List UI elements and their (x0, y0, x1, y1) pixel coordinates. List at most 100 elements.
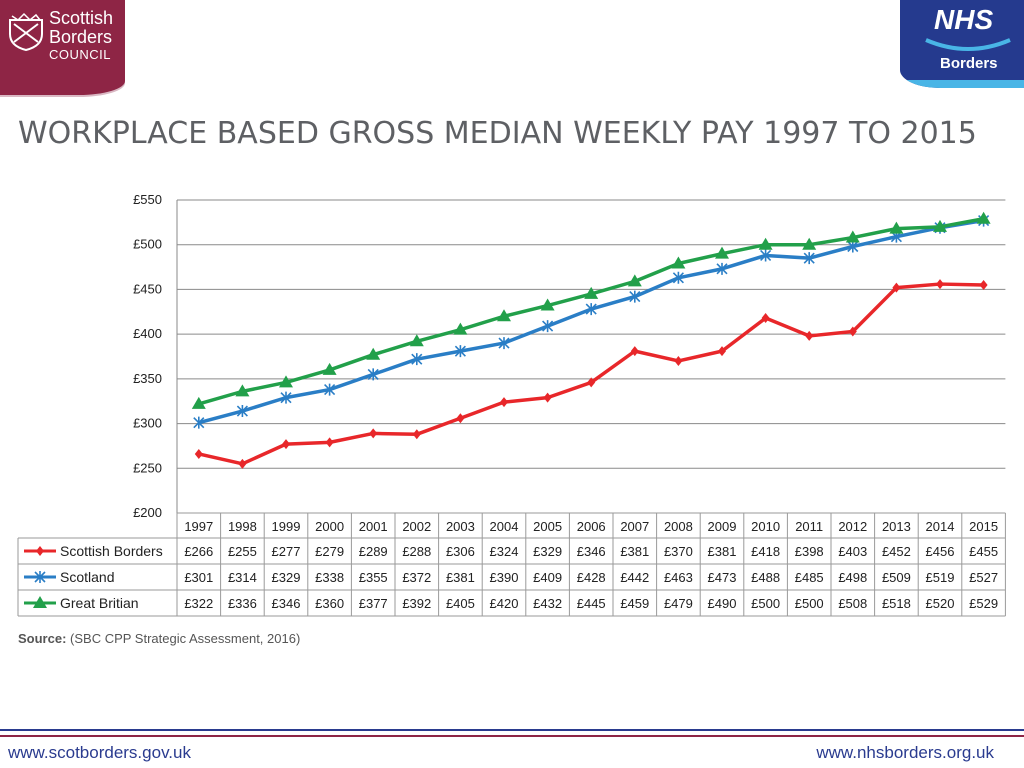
data-label: £488 (751, 570, 780, 585)
data-label: £420 (490, 596, 519, 611)
data-point (453, 322, 468, 335)
data-label: £456 (926, 544, 955, 559)
scotborders-link[interactable]: www.scotborders.gov.uk (8, 743, 191, 762)
sbc-logo-line3: COUNCIL (49, 47, 112, 62)
data-point (760, 249, 772, 262)
data-label: £288 (402, 544, 431, 559)
data-label: £392 (402, 596, 431, 611)
data-label: £500 (795, 596, 824, 611)
data-label: £289 (359, 544, 388, 559)
data-label: £473 (708, 570, 737, 585)
data-point (322, 362, 337, 375)
data-point (498, 337, 510, 350)
data-label: £455 (969, 544, 998, 559)
nhs-logo-sub: Borders (940, 55, 998, 72)
data-label: £390 (490, 570, 519, 585)
data-point (542, 320, 554, 333)
data-point (761, 313, 770, 324)
pay-line-chart: £200 £250 £300 £350 £400 £450 £500 £550 1997 1998… (17, 192, 1006, 617)
x-tick-label: 2012 (838, 519, 867, 534)
data-label: £372 (402, 570, 431, 585)
data-label: £314 (228, 570, 257, 585)
data-point (282, 439, 290, 450)
data-label: £527 (969, 570, 998, 585)
data-point (758, 237, 773, 250)
legend-entry: Scotland (60, 569, 114, 585)
x-tick-label: 2011 (795, 519, 823, 534)
x-tick-label: 2015 (969, 519, 998, 534)
x-tick-label: 2010 (751, 519, 780, 534)
nhs-borders-logo: NHS Borders (900, 0, 1024, 88)
data-point (412, 429, 421, 440)
data-point (366, 347, 381, 360)
y-tick-label: £450 (133, 281, 162, 296)
legend-entry: Great Britian (60, 595, 139, 611)
x-tick-label: 2001 (359, 519, 388, 534)
x-tick-label: 2014 (926, 519, 955, 534)
data-point (672, 271, 684, 284)
data-label: £255 (228, 544, 257, 559)
data-point (454, 345, 466, 358)
data-label: £520 (926, 596, 955, 611)
y-tick-label: £350 (133, 371, 162, 386)
sbc-logo-line1: Scottish (49, 8, 114, 28)
data-label: £329 (272, 570, 301, 585)
data-point (191, 396, 206, 409)
data-label: £370 (664, 544, 693, 559)
data-point (324, 383, 336, 396)
nhsborders-link[interactable]: www.nhsborders.org.uk (816, 743, 994, 762)
data-label: £324 (490, 544, 519, 559)
sbc-logo-line2: Borders (49, 27, 113, 47)
data-label: £428 (577, 570, 606, 585)
data-label: £338 (315, 570, 344, 585)
data-point (367, 368, 379, 381)
data-point (805, 330, 814, 341)
x-tick-label: 1997 (184, 519, 213, 534)
data-label: £418 (751, 544, 780, 559)
data-label: £381 (620, 544, 649, 559)
legend-entry: Scottish Borders (60, 543, 163, 559)
data-label: £529 (969, 596, 998, 611)
data-label: £377 (359, 596, 388, 611)
nhs-wave-icon (925, 38, 1011, 51)
x-tick-label: 2013 (882, 519, 911, 534)
data-point (674, 355, 683, 366)
x-tick-label: 2006 (577, 519, 606, 534)
nhs-logo-stripe (900, 80, 1024, 88)
data-point (193, 416, 205, 429)
data-point (627, 274, 642, 287)
data-point (325, 437, 334, 448)
data-point (279, 375, 293, 388)
data-point (497, 309, 511, 322)
data-label: £490 (708, 596, 737, 611)
data-label: £508 (838, 596, 867, 611)
data-label: £403 (838, 544, 867, 559)
data-label: £279 (315, 544, 344, 559)
data-point (892, 282, 901, 293)
x-tick-label: 2007 (620, 519, 649, 534)
x-tick-label: 1999 (272, 519, 301, 534)
data-point (584, 286, 599, 299)
data-point (33, 596, 47, 608)
data-label: £346 (272, 596, 301, 611)
data-label: £336 (228, 596, 257, 611)
data-label: £498 (838, 570, 867, 585)
x-tick-label: 2008 (664, 519, 693, 534)
data-label: £346 (577, 544, 606, 559)
data-label: £442 (620, 570, 649, 585)
footer-rule-red (0, 735, 1024, 737)
data-point (411, 353, 423, 366)
scottish-borders-council-logo: Scottish Borders COUNCIL (0, 0, 125, 95)
footer-rule-blue (0, 729, 1024, 731)
data-label: £479 (664, 596, 693, 611)
data-point (979, 279, 988, 290)
data-point (716, 262, 728, 275)
source-note: Source: (SBC CPP Strategic Assessment, 2… (18, 631, 300, 646)
y-tick-label: £300 (133, 416, 162, 431)
data-point (34, 571, 46, 583)
x-tick-label: 2000 (315, 519, 344, 534)
data-point (845, 230, 860, 243)
x-tick-label: 2005 (533, 519, 562, 534)
data-point (369, 428, 378, 439)
data-point (933, 219, 947, 232)
